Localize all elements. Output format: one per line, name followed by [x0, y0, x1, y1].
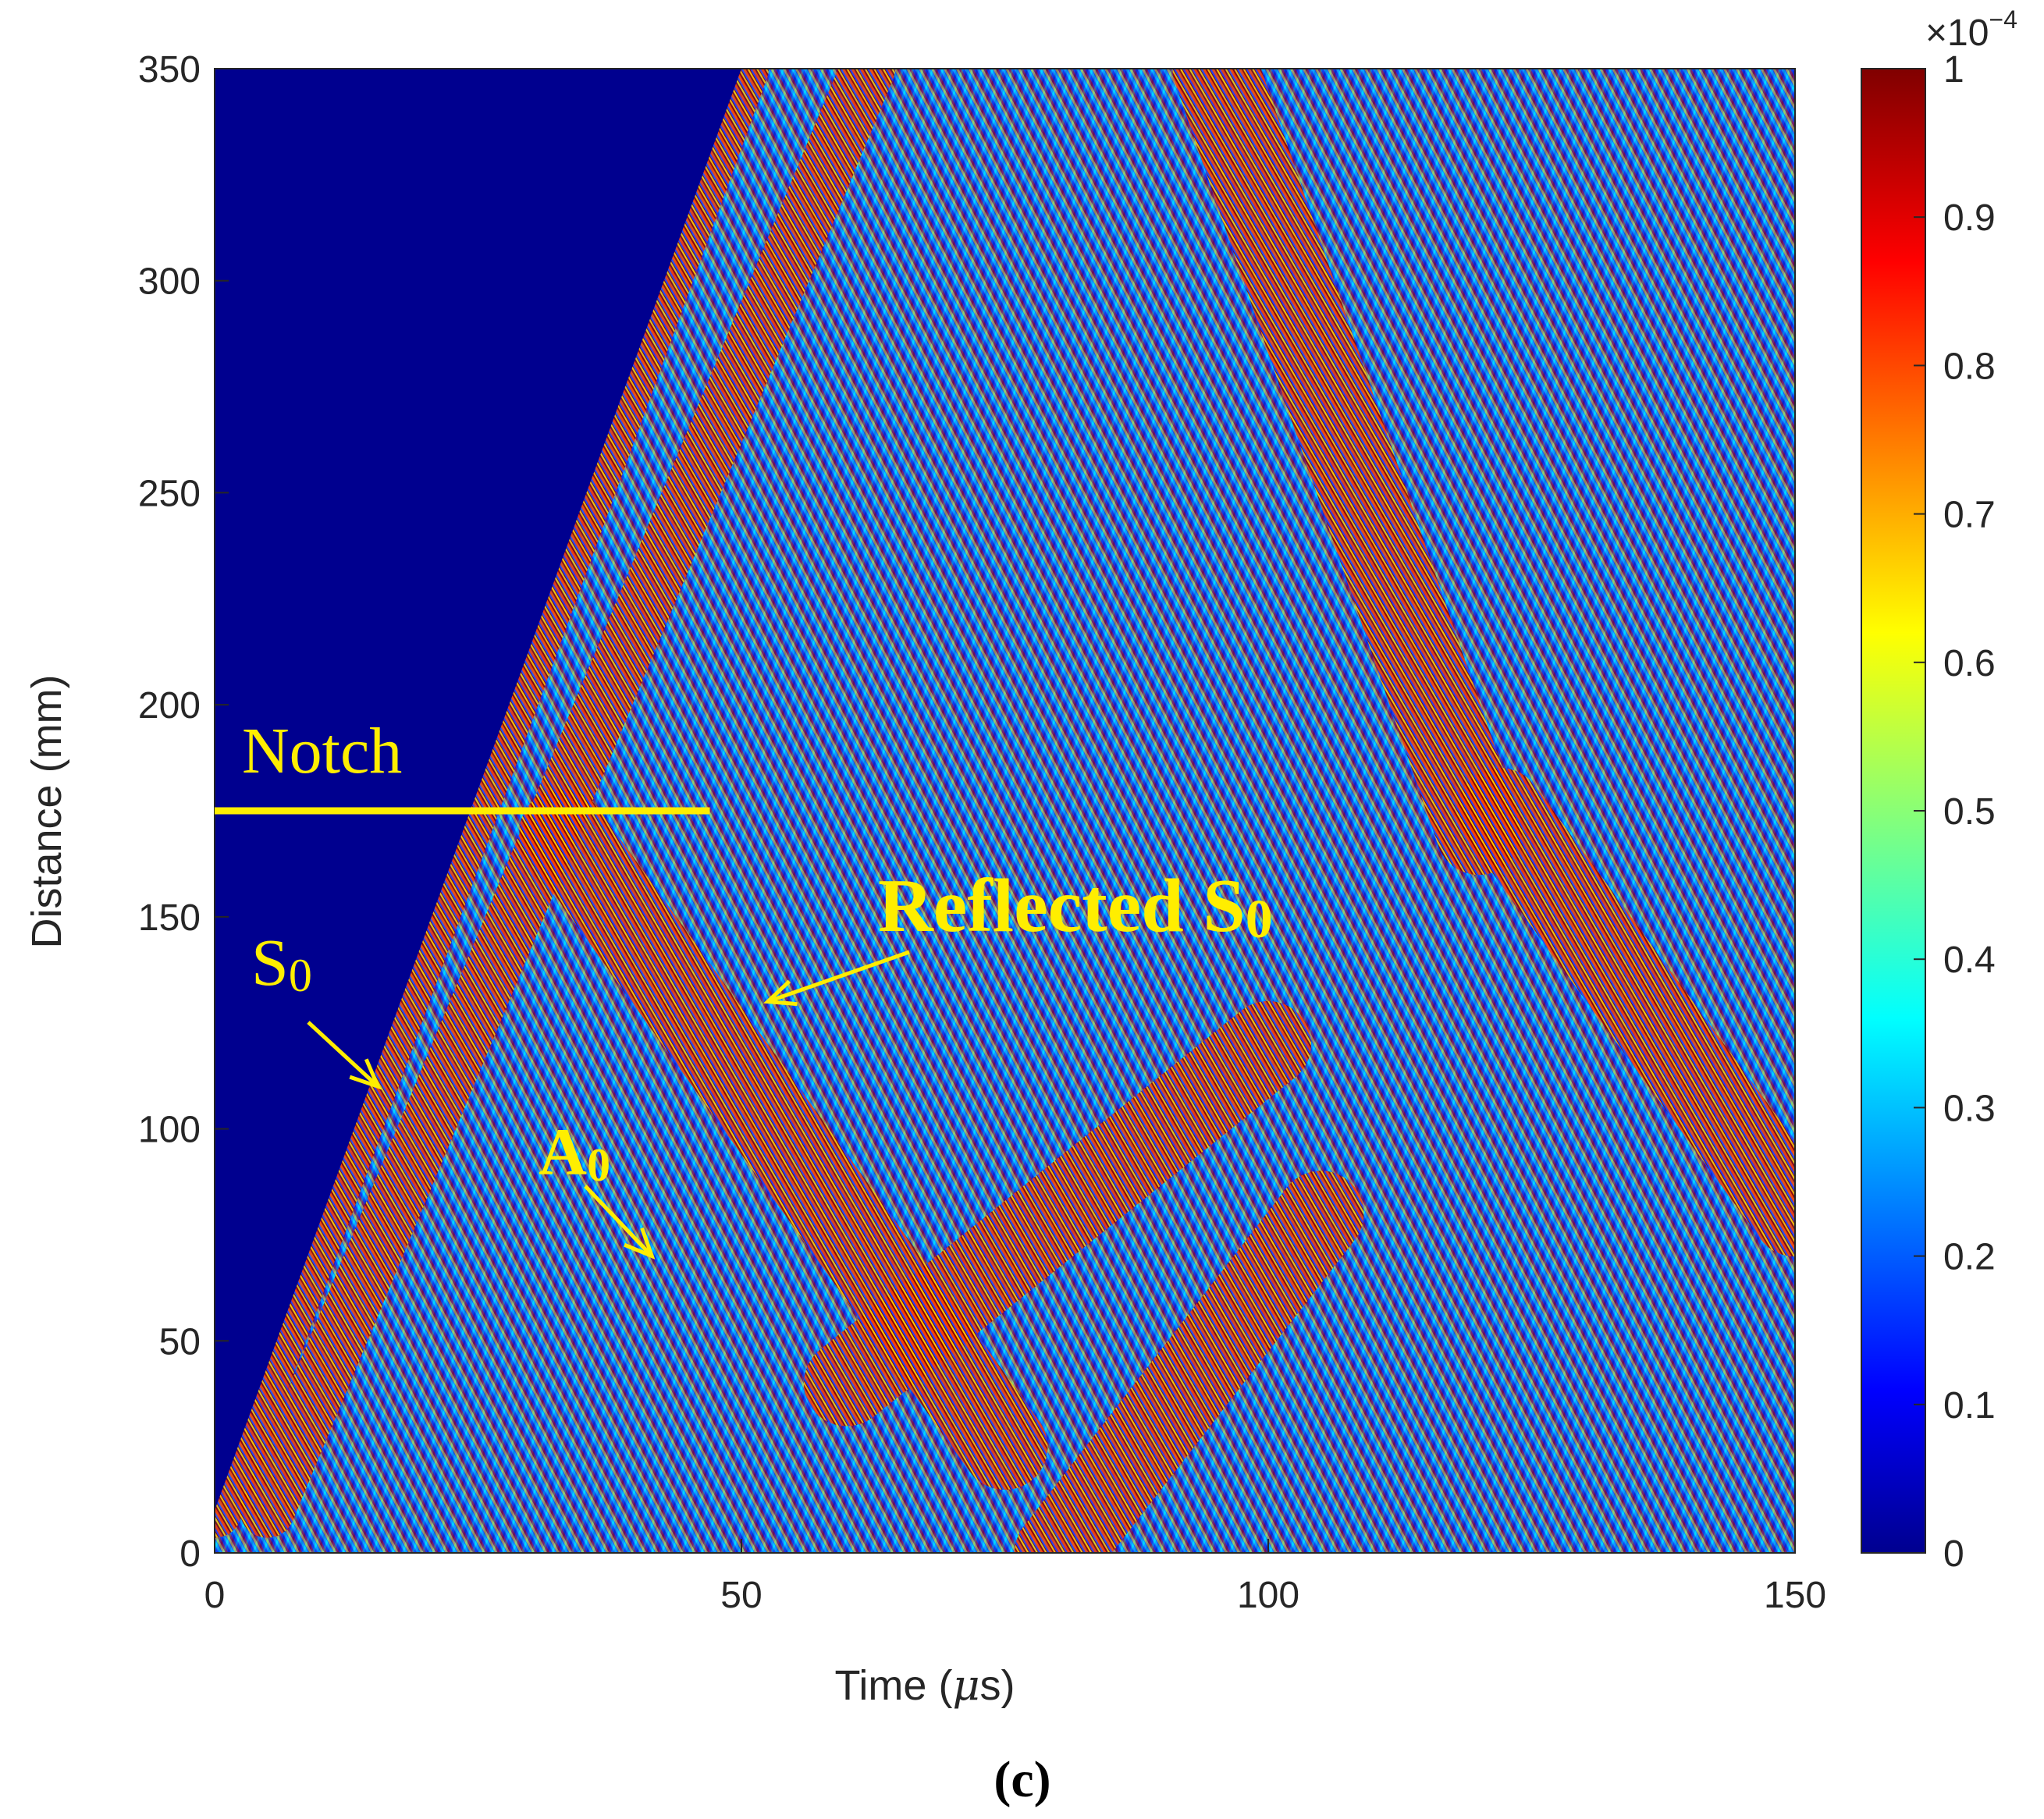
- heatmap-plot-area: [215, 69, 1795, 1553]
- colorbar-tick-label: 0.6: [1943, 643, 1996, 684]
- x-tick-label: 0: [204, 1575, 226, 1616]
- colorbar-tick-label: 0.1: [1943, 1385, 1996, 1426]
- y-tick-label: 200: [138, 685, 201, 727]
- x-tick-label: 50: [720, 1575, 762, 1616]
- a0-arrow-shaft: [584, 1185, 654, 1258]
- wave-front-4: [1015, 1171, 1364, 1553]
- colorbar-tick-label: 0.8: [1943, 346, 1996, 387]
- colorbar-tick-label: 0.2: [1943, 1237, 1996, 1278]
- colorbar-tick-label: 1: [1943, 49, 1964, 91]
- colorbar-ticks: 0 0.1 0.2 0.3 0.4 0.5 0.6 0.7 0.8 0.9 1: [1914, 49, 1996, 1575]
- y-axis: 0 50 100 150 200 250 300 350: [138, 49, 229, 1575]
- y-tick-label: 150: [138, 897, 201, 939]
- colorbar-tick-label: 0: [1943, 1533, 1964, 1575]
- x-tick-label: 150: [1764, 1575, 1826, 1616]
- quiet-region: [215, 69, 741, 1511]
- colorbar-tick-label: 0.4: [1943, 940, 1996, 981]
- wave-front-5: [1172, 69, 1522, 876]
- annotations-layer: Notch S0 A0 Reflected S0: [215, 715, 1273, 1260]
- y-tick-label: 100: [138, 1110, 201, 1151]
- colorbar: 0 0.1 0.2 0.3 0.4 0.5 0.6 0.7 0.8 0.9 1 ×10−4: [1861, 5, 2017, 1575]
- colorbar-tick-label: 0.3: [1943, 1088, 1996, 1129]
- y-tick-label: 300: [138, 261, 201, 303]
- y-tick-label: 50: [159, 1321, 201, 1362]
- colorbar-tick-label: 0.9: [1943, 197, 1996, 239]
- x-tick-label: 100: [1237, 1575, 1299, 1616]
- wave-front-6: [1457, 768, 1795, 1257]
- a0-arrow-head: [624, 1227, 656, 1260]
- colorbar-tick-label: 0.5: [1943, 791, 1996, 833]
- x-axis-label: Time (μs): [834, 1661, 1015, 1710]
- y-tick-label: 250: [138, 473, 201, 514]
- reflected-s0-arrow-shaft: [766, 950, 910, 1004]
- reflected-s0-arrow-head: [763, 979, 798, 1007]
- s0-arrow-shaft: [307, 1021, 379, 1089]
- notch-label: Notch: [242, 715, 402, 787]
- reflected-s0-label: Reflected S0: [878, 864, 1273, 950]
- colorbar-exponent: ×10−4: [1925, 5, 2017, 54]
- colorbar-tick-label: 0.7: [1943, 495, 1996, 536]
- wave-front-3: [804, 1000, 1311, 1426]
- panel-label: (c): [994, 1751, 1050, 1808]
- x-axis: 0 50 100 150: [204, 1539, 1826, 1616]
- y-axis-label: Distance (mm): [23, 674, 70, 948]
- s0-arrow-head: [349, 1058, 382, 1090]
- y-tick-label: 0: [180, 1533, 201, 1575]
- a0-label: A0: [539, 1114, 610, 1191]
- s0-label: S0: [251, 925, 312, 1001]
- y-tick-label: 350: [138, 49, 201, 91]
